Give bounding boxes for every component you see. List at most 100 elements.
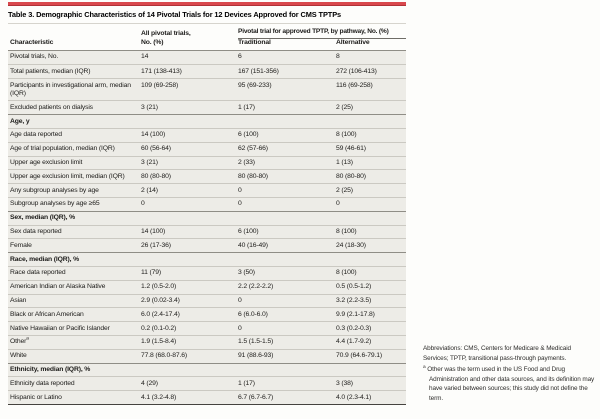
row-label-text: Subgroup analyses by age ≥65 (10, 200, 100, 208)
section-row: Ethnicity, median (IQR), % (8, 362, 406, 377)
table-row: Native Hawaiian or Pacific Islander 0.2 … (8, 321, 406, 335)
section-row: Age, y (8, 114, 406, 128)
row-label-text: White (10, 352, 27, 360)
row-label: Upper age exclusion limit, median (IQR) (8, 173, 141, 182)
cell-alternative: 8 (100) (336, 131, 357, 139)
table-row: Subgroup analyses by age ≥65 0 0 0 (8, 196, 406, 211)
row-label: Female (8, 242, 141, 251)
cell-alternative: 3 (38) (336, 379, 353, 387)
cell-alternative: 4.0 (2.3-4.1) (336, 393, 372, 401)
row-label-text: Age data reported (10, 131, 62, 139)
row-label-superscript: a (26, 337, 29, 343)
cell-traditional: 6 (100) (238, 131, 259, 139)
col-header-all-trials: All pivotal trials, No. (%) (141, 27, 238, 49)
cell-traditional: 2 (33) (238, 158, 255, 166)
cell-traditional: 80 (80-80) (238, 172, 268, 180)
cell-all-trials: 14 (141, 52, 149, 60)
table-row: Age of trial population, median (IQR) 60… (8, 141, 406, 156)
row-label-text: Ethnicity data reported (10, 379, 75, 387)
table-body: Pivotal trials, No. 14 6 8 Total patient… (8, 50, 406, 405)
row-label: Sex data reported (8, 228, 141, 237)
row-label: White (8, 352, 141, 361)
cell-all-trials: 3 (21) (141, 103, 158, 111)
cell-traditional: 167 (151-356) (238, 67, 279, 75)
row-label: Ethnicity data reported (8, 380, 141, 389)
table-row: Black or African American 6.0 (2.4-17.4)… (8, 307, 406, 322)
table-row: Pivotal trials, No. 14 6 8 (8, 50, 406, 65)
table-header: Characteristic All pivotal trials, No. (… (8, 24, 406, 51)
row-label-text: Sex data reported (10, 227, 62, 235)
cell-alternative: 8 (100) (336, 227, 357, 235)
cell-all-trials: 60 (56-64) (141, 145, 171, 153)
col-header-pathway-group: Pivotal trial for approved TPTP, by path… (238, 27, 406, 49)
cell-alternative: 0.3 (0.2-0.3) (336, 324, 372, 332)
table-row: Female 26 (17-36) 40 (16-49) 24 (18-30) (8, 238, 406, 253)
cell-traditional: 0 (238, 296, 242, 304)
cell-alternative: 272 (106-413) (336, 67, 377, 75)
table-row: Othera 1.9 (1.5-8.4) 1.5 (1.5-1.5) 4.4 (… (8, 334, 406, 349)
footnote-a-marker: a (423, 365, 426, 371)
col-header-characteristic: Characteristic (10, 38, 54, 46)
cell-alternative: 2 (25) (336, 103, 353, 111)
row-label: Age, y (8, 118, 141, 127)
row-label-text: Asian (10, 296, 27, 304)
footnote-a: a Other was the term used in the US Food… (423, 365, 596, 403)
row-label-text: Excluded patients on dialysis (10, 103, 93, 111)
row-label: Othera (8, 337, 141, 347)
row-label-text: American Indian or Alaska Native (10, 283, 106, 291)
cell-traditional: 6 (238, 52, 242, 60)
table-row: Participants in investigational arm, med… (8, 78, 406, 101)
row-label: Race, median (IQR), % (8, 256, 141, 265)
row-label-text: Sex, median (IQR), % (10, 214, 75, 222)
footnote-a-text: Other was the term used in the US Food a… (427, 366, 595, 402)
cell-all-trials: 6.0 (2.4-17.4) (141, 310, 180, 318)
col-header-alternative: Alternative (336, 38, 370, 46)
cell-traditional: 6 (6.0-6.0) (238, 310, 268, 318)
cell-traditional: 40 (16-49) (238, 241, 268, 249)
cell-alternative: 9.9 (2.1-17.8) (336, 310, 375, 318)
table-row: Race data reported 11 (79) 3 (50) 8 (100… (8, 265, 406, 280)
cell-all-trials: 4 (29) (141, 379, 158, 387)
cell-all-trials: 1.2 (0.5-2.0) (141, 283, 177, 291)
cell-all-trials: 4.1 (3.2-4.8) (141, 393, 177, 401)
table-row: Total patients, median (IQR) 171 (138-41… (8, 64, 406, 79)
cell-alternative: 4.4 (1.7-9.2) (336, 338, 372, 346)
col-header-all-trials-line1: All pivotal trials, (141, 29, 191, 37)
cell-all-trials: 0 (141, 200, 145, 208)
cell-traditional: 95 (69-233) (238, 81, 272, 89)
cell-traditional: 2.2 (2.2-2.2) (238, 283, 274, 291)
cell-alternative: 8 (100) (336, 269, 357, 277)
row-label: Upper age exclusion limit (8, 159, 141, 168)
col-header-spanner: Pivotal trial for approved TPTP, by path… (238, 27, 406, 39)
cell-alternative: 2 (25) (336, 186, 353, 194)
table-row: Ethnicity data reported 4 (29) 1 (17) 3 … (8, 376, 406, 391)
table-row: American Indian or Alaska Native 1.2 (0.… (8, 279, 406, 294)
row-label: Sex, median (IQR), % (8, 214, 141, 223)
row-label-text: Female (10, 241, 32, 249)
row-label: Hispanic or Latino (8, 394, 141, 403)
cell-traditional: 1.5 (1.5-1.5) (238, 338, 274, 346)
table-row: Any subgroup analyses by age 2 (14) 0 2 … (8, 183, 406, 197)
cell-alternative: 0 (336, 200, 340, 208)
row-label: Ethnicity, median (IQR), % (8, 366, 141, 375)
cell-all-trials: 77.8 (68.0-87.6) (141, 352, 187, 360)
cell-all-trials: 3 (21) (141, 158, 158, 166)
cell-alternative: 0.5 (0.5-1.2) (336, 283, 372, 291)
row-label-text: Age, y (10, 117, 30, 125)
row-label-text: Upper age exclusion limit, median (IQR) (10, 172, 125, 180)
row-label-text: Pivotal trials, No. (10, 52, 59, 60)
cell-traditional: 62 (57-66) (238, 145, 268, 153)
section-row: Race, median (IQR), % (8, 252, 406, 266)
cell-all-trials: 14 (100) (141, 227, 166, 235)
row-label: Age of trial population, median (IQR) (8, 145, 141, 154)
cell-all-trials: 11 (79) (141, 269, 161, 277)
row-label: Native Hawaiian or Pacific Islander (8, 325, 141, 334)
row-label-text: Age of trial population, median (IQR) (10, 145, 115, 153)
col-header-all-trials-line2: No. (%) (141, 38, 164, 46)
cell-traditional: 0 (238, 200, 242, 208)
row-label-text: Total patients, median (IQR) (10, 67, 91, 75)
table-figure: Table 3. Demographic Characteristics of … (8, 2, 406, 405)
row-label: American Indian or Alaska Native (8, 283, 141, 292)
cell-alternative: 8 (336, 52, 340, 60)
cell-all-trials: 2 (14) (141, 186, 158, 194)
